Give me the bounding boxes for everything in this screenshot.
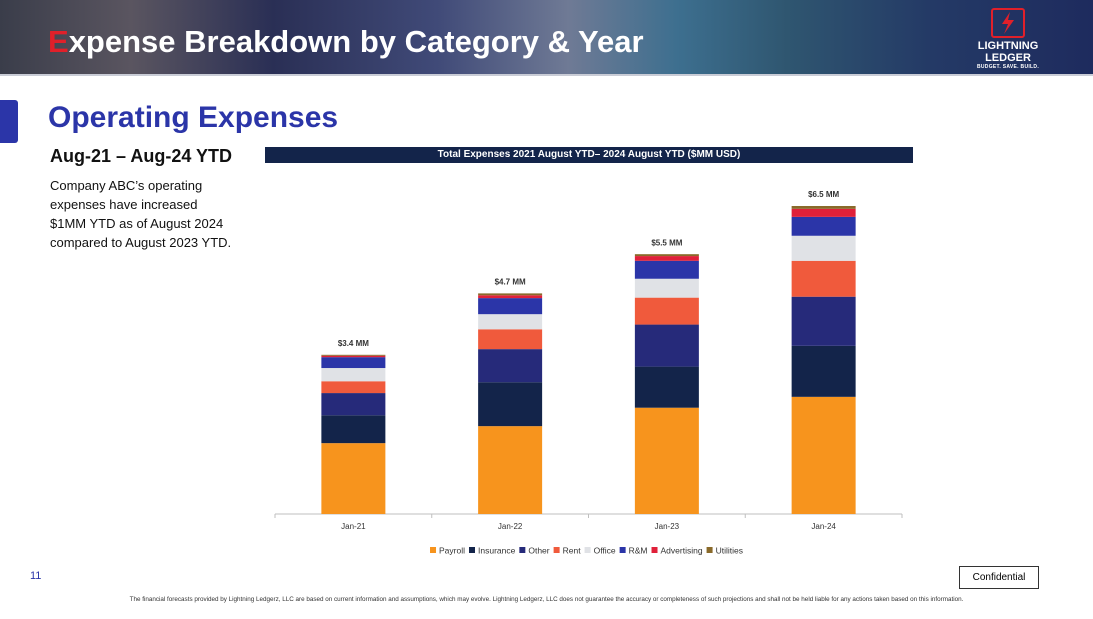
page-number: 11 bbox=[30, 570, 42, 582]
legend-label: R&M bbox=[629, 545, 648, 555]
bar-segment bbox=[634, 324, 699, 367]
legend-swatch bbox=[651, 547, 658, 553]
bar-segment bbox=[478, 298, 543, 315]
logo-icon bbox=[991, 8, 1025, 38]
legend-label: Utilities bbox=[716, 545, 743, 555]
bar-segment bbox=[791, 216, 856, 236]
legend-swatch bbox=[430, 547, 437, 553]
legend-swatch bbox=[469, 547, 475, 553]
bar-segment bbox=[321, 368, 386, 382]
legend-swatch bbox=[553, 547, 560, 553]
total-label: $3.4 MM bbox=[338, 339, 369, 348]
bar-segment bbox=[634, 297, 699, 325]
legend-label: Insurance bbox=[478, 545, 516, 555]
bar-segment bbox=[634, 366, 699, 408]
x-tick-label: Jan-22 bbox=[498, 522, 523, 531]
period-heading: Aug-21 – Aug-24 YTD bbox=[50, 146, 233, 166]
total-label: $5.5 MM bbox=[651, 238, 682, 247]
bar-segment bbox=[321, 355, 386, 358]
bar-segment bbox=[478, 382, 543, 427]
bar-segment bbox=[321, 357, 386, 369]
bar-segment bbox=[321, 393, 386, 416]
legend-swatch bbox=[619, 547, 626, 553]
bar-segment bbox=[791, 206, 856, 209]
x-tick-label: Jan-21 bbox=[341, 522, 366, 531]
bar-segment bbox=[321, 354, 386, 356]
bar-segment bbox=[478, 314, 543, 330]
total-label: $4.7 MM bbox=[495, 278, 526, 287]
bar-segment bbox=[478, 293, 543, 296]
bar-segment bbox=[478, 426, 543, 514]
x-tick-label: Jan-24 bbox=[811, 522, 836, 531]
bar-segment bbox=[478, 295, 543, 299]
logo-tagline: BUDGET. SAVE. BUILD. bbox=[976, 64, 1040, 70]
bar-segment bbox=[791, 296, 856, 346]
bar-segment bbox=[791, 345, 856, 397]
bar-segment bbox=[321, 415, 386, 444]
bar-segment bbox=[634, 256, 699, 261]
bar-segment bbox=[791, 208, 856, 217]
bar-segment bbox=[791, 396, 856, 514]
confidential-label: Confidential bbox=[959, 566, 1039, 589]
summary-text: Company ABC’s operating expenses have in… bbox=[50, 178, 232, 250]
section-tab bbox=[0, 100, 18, 143]
bar-segment bbox=[478, 329, 543, 350]
legend-label: Payroll bbox=[439, 545, 465, 555]
legend-label: Rent bbox=[563, 545, 582, 555]
total-label: $6.5 MM bbox=[808, 190, 839, 199]
logo-text: LIGHTNING bbox=[977, 40, 1039, 52]
bar-segment bbox=[791, 235, 856, 261]
legend-swatch bbox=[706, 547, 713, 553]
legend-label: Advertising bbox=[661, 545, 703, 555]
bar-segment bbox=[634, 254, 699, 257]
bar-segment bbox=[791, 260, 856, 297]
legend-label: Office bbox=[594, 545, 616, 555]
bar-segment bbox=[634, 278, 699, 298]
disclaimer: The financial forecasts provided by Ligh… bbox=[129, 596, 964, 603]
header-rule bbox=[0, 74, 1093, 76]
bar-segment bbox=[478, 349, 543, 383]
bar-segment bbox=[634, 407, 699, 514]
bar-segment bbox=[321, 381, 386, 394]
chart-title: Total Expenses 2021 August YTD– 2024 Aug… bbox=[265, 147, 913, 163]
section-title: Operating Expenses bbox=[48, 101, 339, 134]
header-banner bbox=[0, 0, 1093, 75]
bar-segment bbox=[634, 260, 699, 279]
legend-swatch bbox=[519, 547, 526, 553]
x-tick-label: Jan-23 bbox=[655, 522, 680, 531]
slide-title: Expense Breakdown by Category & Year bbox=[48, 24, 644, 59]
bar-segment bbox=[321, 443, 386, 514]
legend-swatch bbox=[584, 547, 591, 553]
logo: LIGHTNING LEDGER BUDGET. SAVE. BUILD. bbox=[968, 8, 1048, 70]
legend-label: Other bbox=[528, 545, 549, 555]
logo-text: LEDGER bbox=[985, 52, 1031, 64]
logo-bolt bbox=[1002, 12, 1014, 34]
